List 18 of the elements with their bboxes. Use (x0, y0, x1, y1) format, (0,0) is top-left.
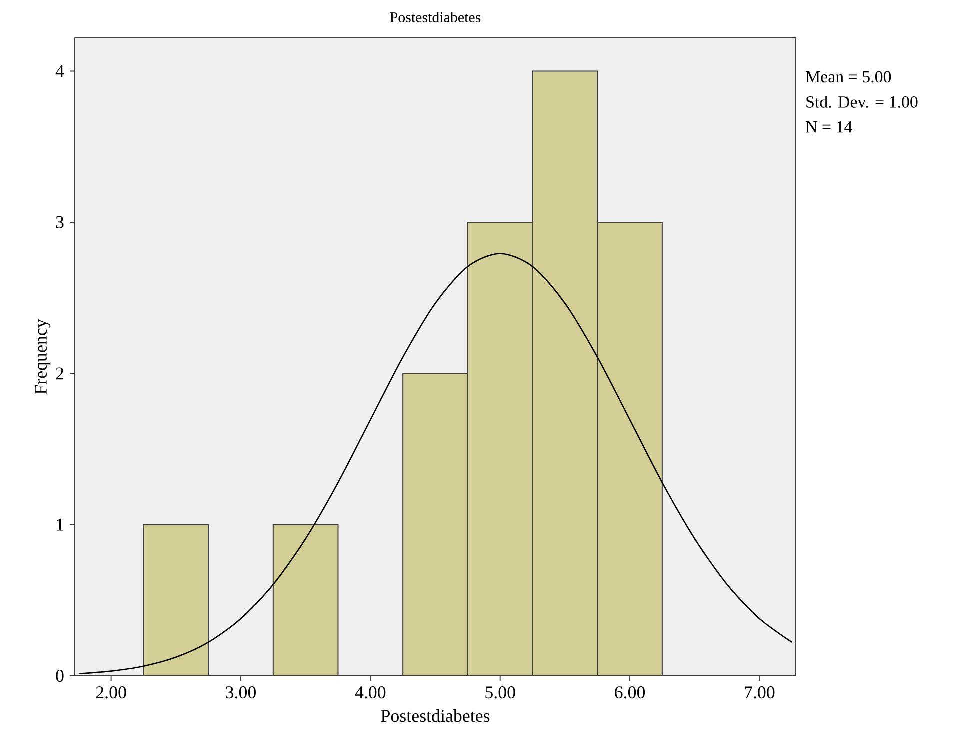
y-tick-label: 0 (56, 670, 64, 682)
x-tick-label: 6.00 (615, 686, 646, 699)
x-tick-label: 7.00 (745, 686, 775, 699)
y-tick-label: 4 (56, 65, 64, 78)
x-tick-label: 3.00 (226, 686, 256, 699)
text: Mean = 5.00 (806, 71, 892, 83)
y-tick-label: 1 (57, 518, 64, 531)
text: N = 14 (806, 121, 852, 133)
y-tick-label: 2 (56, 368, 64, 380)
x-tick-label: 2.00 (96, 686, 126, 699)
x-tick-label: 5.00 (486, 686, 516, 699)
y-axis-title: Frequency (35, 319, 51, 394)
y-tick-label: 3 (56, 216, 64, 228)
x-axis-title: Postestdiabetes (381, 710, 490, 722)
x-tick-label: 4.00 (355, 686, 386, 699)
chart-title: Postestdiabetes (390, 12, 481, 22)
line-series (78, 253, 793, 675)
text: Std. Dev. = 1.00 (806, 96, 918, 108)
